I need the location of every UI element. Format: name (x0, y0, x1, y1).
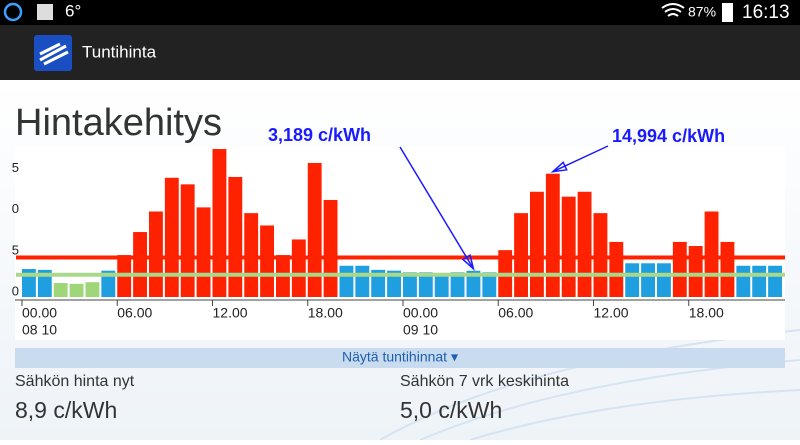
bar (403, 272, 417, 297)
battery-icon (722, 3, 733, 22)
stat-value: 8,9 c/kWh (15, 397, 117, 423)
bar (418, 272, 433, 297)
bar (434, 273, 449, 297)
app-bar (0, 25, 800, 80)
bar (260, 225, 274, 297)
bar (85, 282, 100, 297)
wifi-icon (661, 3, 685, 17)
bar (180, 184, 195, 297)
bar (149, 211, 163, 297)
bar (625, 263, 640, 297)
bar (482, 272, 497, 297)
bar (609, 241, 624, 297)
x-tick-label: 18.00 (308, 305, 343, 321)
x-tick-label: 06.00 (498, 305, 533, 321)
bar (514, 213, 528, 297)
bar (69, 283, 84, 297)
battery: 87% (688, 4, 716, 20)
x-tick-label: 18.00 (689, 305, 724, 321)
bar (657, 263, 671, 297)
bar (101, 270, 116, 297)
x-tick-label: 00.00 (403, 305, 438, 321)
bar (212, 149, 227, 297)
bar (291, 239, 306, 297)
bar (164, 177, 179, 297)
annotation-arrow (399, 146, 475, 270)
bar (466, 270, 481, 297)
bar (339, 265, 354, 297)
page-title: Hintakehitys (15, 102, 222, 144)
toggle-label[interactable]: Näytä tuntihinnat ▾ (342, 349, 458, 365)
status-icon (37, 4, 53, 20)
plot (16, 149, 785, 297)
annotation: 3,189 c/kWh (268, 125, 371, 145)
bar (133, 232, 147, 297)
bar (450, 272, 465, 297)
y-tick-label: 0 (12, 201, 19, 216)
bar (720, 241, 735, 297)
stat-value: 5,0 c/kWh (400, 397, 502, 423)
bar (577, 191, 592, 297)
bar (307, 162, 322, 297)
status-bar (0, 0, 800, 25)
bar (196, 207, 211, 297)
x-tick-label: 12.00 (213, 305, 248, 321)
toggle-bar[interactable] (15, 348, 785, 368)
status-icon (3, 2, 23, 22)
time: 16:13 (742, 2, 790, 23)
x-tick-label: 06.00 (117, 305, 152, 321)
bar (752, 265, 767, 297)
bar (641, 263, 655, 297)
temperature: 6° (65, 1, 81, 20)
bar (53, 283, 68, 297)
annotation: 14,994 c/kWh (612, 126, 725, 146)
bar (672, 241, 687, 297)
annotation-arrowhead (550, 161, 568, 173)
bar (768, 265, 782, 297)
bar (355, 265, 370, 297)
bar (244, 213, 259, 297)
bar (736, 265, 751, 297)
stat-label: Sähkön hinta nyt (15, 373, 135, 390)
stat-label: Sähkön 7 vrk keskihinta (400, 373, 569, 390)
x-tick-label: 12.00 (594, 305, 629, 321)
app-icon-mark (39, 42, 69, 66)
annotation-arrow (552, 145, 609, 173)
y-tick-label: 0 (12, 283, 19, 298)
bar (688, 246, 703, 297)
y-tick-label: 5 (12, 242, 19, 257)
bar (530, 191, 544, 297)
x-tick-label: 00.00 (22, 305, 57, 321)
app-title: Tuntihinta (82, 42, 157, 61)
bar (387, 270, 401, 297)
bar (228, 176, 243, 297)
date-label: 08 10 (22, 322, 57, 338)
bar (593, 213, 608, 297)
bar (545, 173, 560, 297)
date-label: 09 10 (403, 322, 438, 338)
annotation-arrowhead (461, 254, 475, 271)
y-tick-label: 5 (12, 160, 19, 175)
bar (561, 196, 576, 297)
bar (704, 211, 719, 297)
bar (323, 199, 338, 297)
